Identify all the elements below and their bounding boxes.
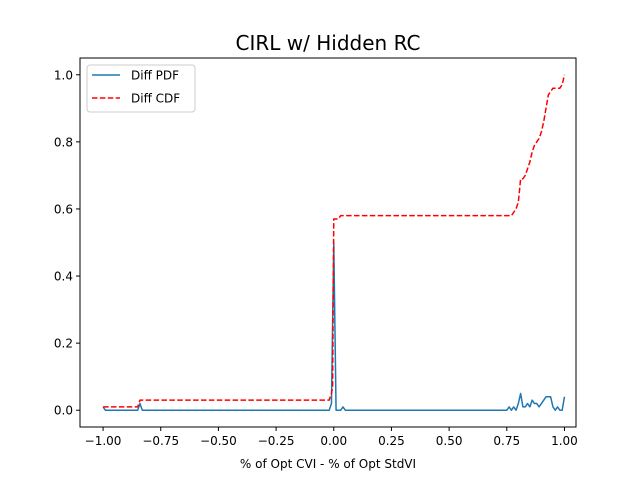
chart-title: CIRL w/ Hidden RC: [236, 31, 421, 55]
y-axis: 0.0 0.2 0.4 0.6 0.8 1.0: [54, 68, 80, 418]
x-tick-label: 1.00: [551, 434, 578, 448]
x-tick-label: −1.00: [85, 434, 122, 448]
plot-frame: [79, 57, 577, 428]
y-tick-label: 0.6: [54, 202, 73, 216]
x-tick-label: −0.75: [142, 434, 179, 448]
x-tick-label: −0.50: [200, 434, 237, 448]
series-line-diff-cdf: [103, 74, 566, 408]
legend-label-diff-pdf: Diff PDF: [131, 69, 179, 83]
y-tick-label: 1.0: [54, 68, 73, 82]
y-tick-label: 0.4: [54, 270, 73, 284]
plot-lines: [102, 74, 566, 411]
x-axis: −1.00 −0.75 −0.50 −0.25 0.00 0.25 0.50 0.75 1.00: [85, 427, 578, 448]
x-tick-label: 0.50: [436, 434, 463, 448]
y-tick-label: 0.8: [54, 135, 73, 149]
y-tick-label: 0.0: [54, 404, 73, 418]
x-tick-label: 0.25: [378, 434, 405, 448]
legend: Diff PDF Diff CDF: [86, 64, 196, 113]
x-axis-label: % of Opt CVI - % of Opt StdVI: [240, 457, 416, 471]
legend-box: [86, 64, 196, 113]
y-tick-label: 0.2: [54, 337, 73, 351]
x-tick-label: −0.25: [258, 434, 295, 448]
legend-label-diff-cdf: Diff CDF: [131, 92, 180, 106]
x-tick-label: 0.75: [493, 434, 520, 448]
x-tick-label: 0.00: [320, 434, 347, 448]
